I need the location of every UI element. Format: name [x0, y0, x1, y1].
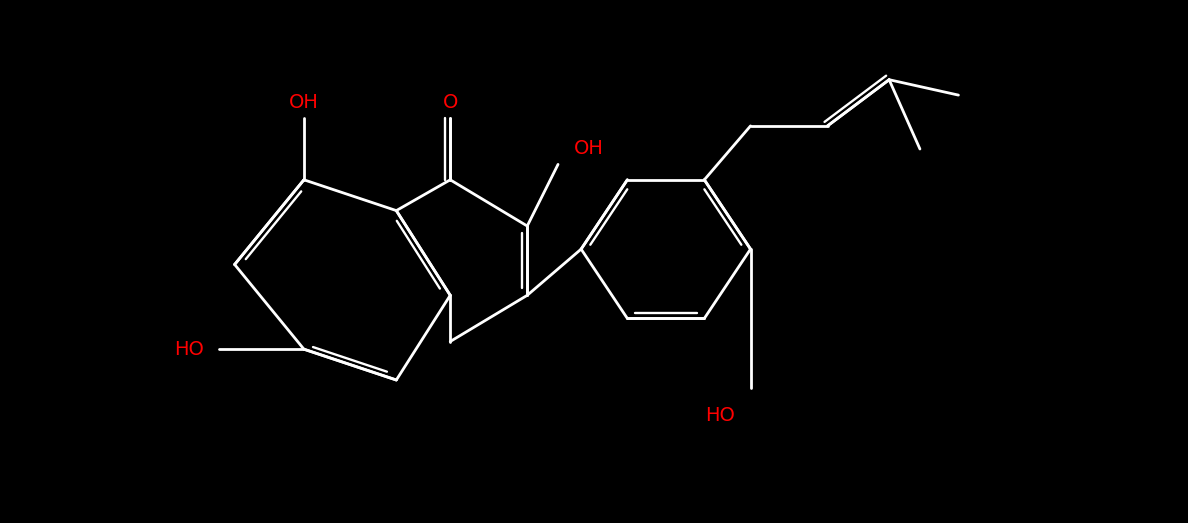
- Text: OH: OH: [289, 93, 318, 112]
- Text: OH: OH: [574, 140, 604, 158]
- Text: HO: HO: [706, 406, 735, 425]
- Text: HO: HO: [173, 340, 204, 359]
- Text: O: O: [443, 93, 457, 112]
